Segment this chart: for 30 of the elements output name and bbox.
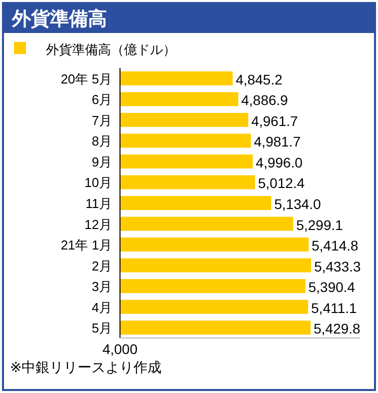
y-tick-label: 9月 — [92, 154, 112, 170]
data-label: 4,961.7 — [251, 112, 298, 129]
data-label: 5,411.1 — [311, 300, 358, 316]
y-tick-label: 7月 — [92, 112, 112, 128]
y-tick-label: 4月 — [92, 300, 112, 315]
y-tick-label: 3月 — [92, 279, 112, 294]
data-label: 5,012.4 — [258, 175, 305, 192]
text: 4,000 — [102, 341, 138, 357]
y-tick-label: 21年 1月 — [60, 238, 112, 253]
legend-label: 外貨準備高（億ドル） — [46, 42, 176, 57]
data-label: 4,845.2 — [236, 71, 283, 88]
data-label: 4,981.7 — [254, 134, 301, 150]
data-label: 5,429.8 — [314, 320, 361, 337]
data-label: 4,886.9 — [241, 92, 288, 108]
y-tick-label: 6月 — [92, 92, 112, 108]
y-tick-label: 8月 — [92, 134, 112, 149]
y-tick-label: 11月 — [86, 196, 112, 211]
title: 外貨準備高 — [12, 9, 107, 30]
data-label: 5,414.8 — [312, 238, 359, 254]
data-label: 5,299.1 — [296, 216, 344, 233]
y-tick-label: 2月 — [92, 258, 112, 274]
y-tick-label: 20年 5月 — [60, 71, 112, 86]
y-tick-label: 5月 — [92, 320, 112, 336]
data-label: 5,390.4 — [308, 279, 356, 296]
text: ※中銀リリースより作成 — [10, 359, 162, 375]
y-tick-label: 10月 — [84, 175, 112, 190]
y-tick-label: 12月 — [84, 216, 112, 232]
data-label: 4,996.0 — [256, 154, 303, 170]
data-label: 5,134.0 — [274, 196, 322, 212]
data-label: 5,433.3 — [314, 258, 362, 274]
